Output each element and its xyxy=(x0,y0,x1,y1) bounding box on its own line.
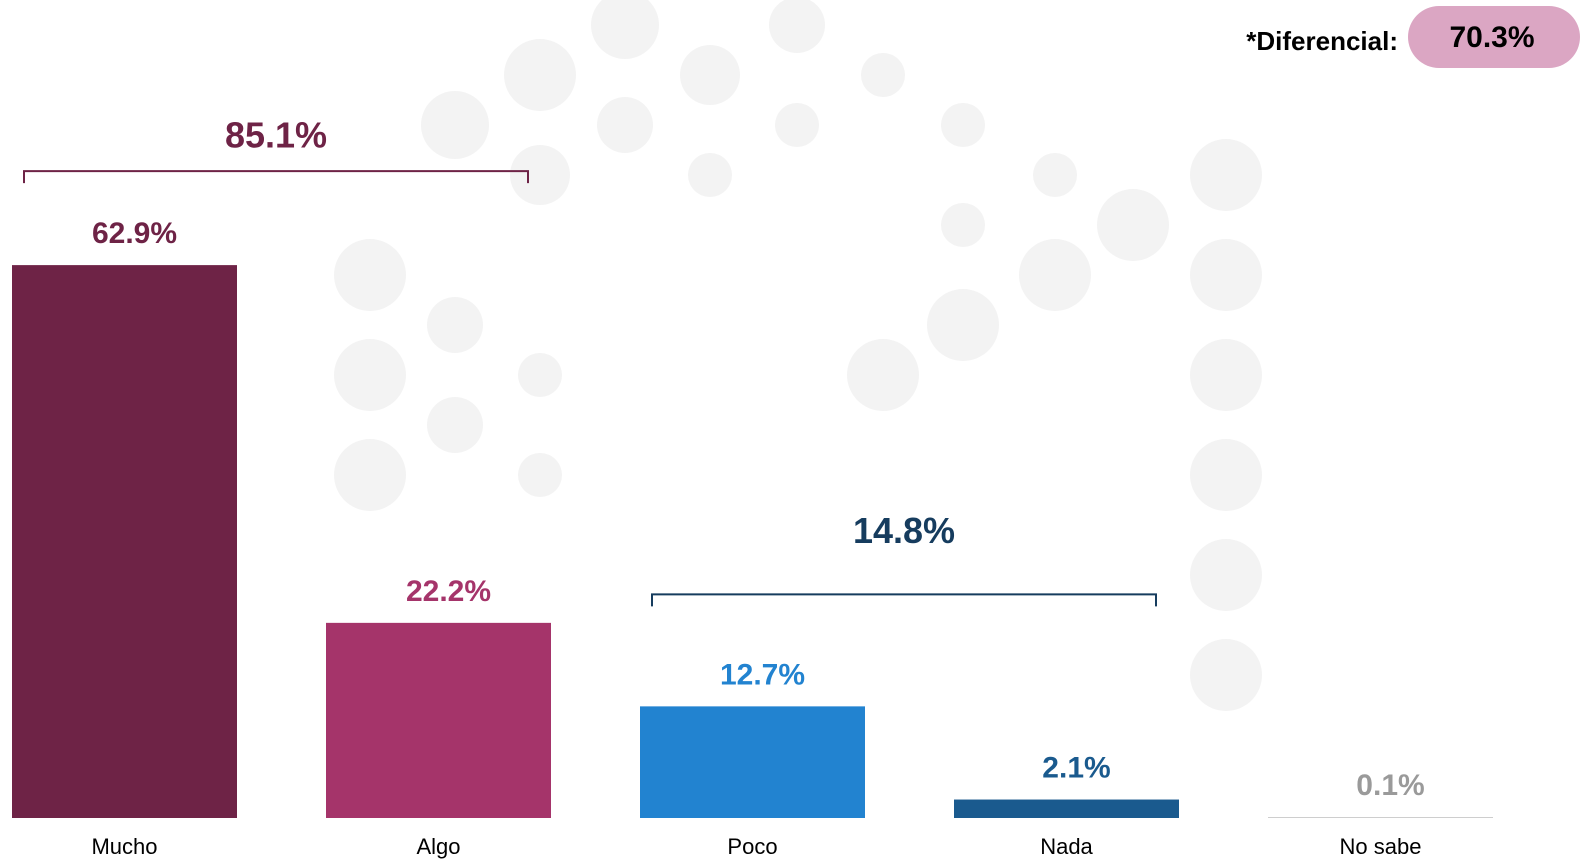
bar xyxy=(1268,817,1493,818)
bar xyxy=(12,265,237,818)
x-tick-label: Mucho xyxy=(91,834,157,859)
differential-label: *Diferencial: xyxy=(1246,26,1398,56)
background-dots xyxy=(334,0,1262,711)
bar xyxy=(954,799,1179,818)
group-bracket xyxy=(23,170,529,184)
value-label: 62.9% xyxy=(92,217,177,250)
value-label: 22.2% xyxy=(406,575,491,608)
group-label: 85.1% xyxy=(225,115,327,156)
value-label: 12.7% xyxy=(720,658,805,691)
value-label: 0.1% xyxy=(1356,769,1424,802)
differential-value: 70.3% xyxy=(1449,21,1534,54)
bar xyxy=(326,622,551,818)
differential-pill xyxy=(1408,6,1580,68)
x-tick-label: Algo xyxy=(416,834,460,859)
group-label: 14.8% xyxy=(853,510,955,551)
value-label: 2.1% xyxy=(1042,751,1110,784)
x-tick-label: No sabe xyxy=(1340,834,1422,859)
x-tick-label: Poco xyxy=(727,834,777,859)
group-bracket xyxy=(651,593,1157,607)
bar xyxy=(640,706,865,818)
x-tick-label: Nada xyxy=(1040,834,1093,859)
